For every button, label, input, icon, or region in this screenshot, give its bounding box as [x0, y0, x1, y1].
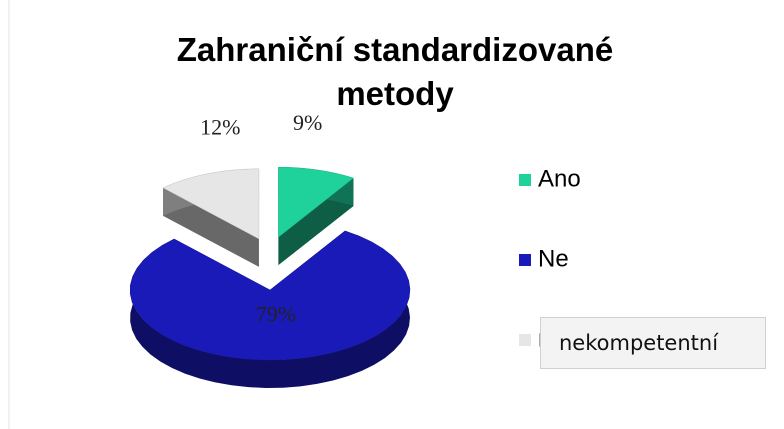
- chart-title: Zahraniční standardizované metody: [176, 31, 614, 112]
- legend-swatch: [519, 334, 531, 346]
- legend-swatch: [519, 174, 531, 186]
- slice: [129, 230, 411, 361]
- value-label: 79%: [256, 301, 296, 326]
- legend-label: Ne: [538, 245, 569, 272]
- tooltip: nekompetentní: [540, 317, 766, 369]
- slice-edge: [163, 187, 259, 267]
- legend-label: Ano: [538, 165, 581, 192]
- slice: [278, 166, 354, 238]
- value-label: 9%: [293, 110, 322, 135]
- legend-swatch: [519, 254, 531, 266]
- slice: [162, 168, 260, 240]
- value-label: 12%: [200, 114, 240, 139]
